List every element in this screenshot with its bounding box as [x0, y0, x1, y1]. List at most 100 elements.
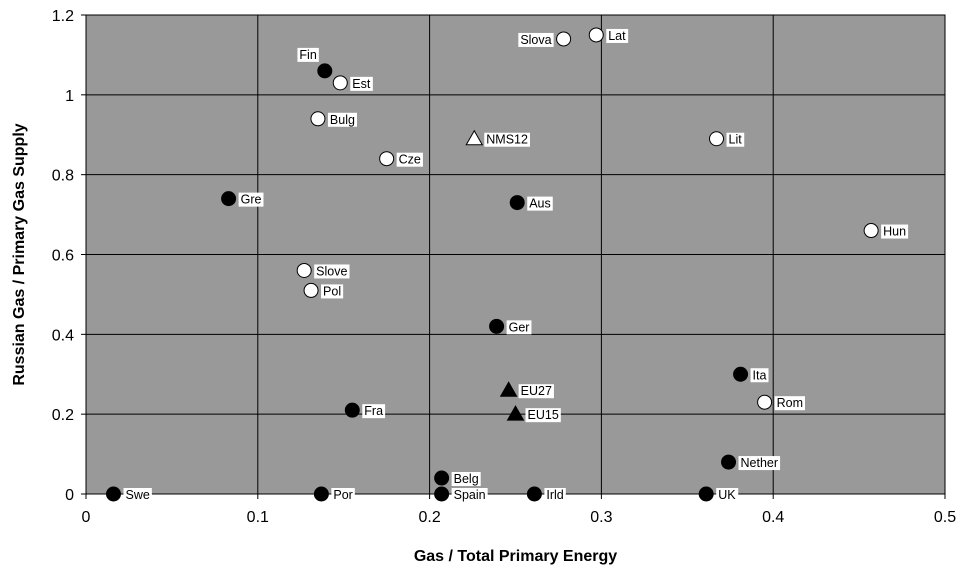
point-label: NMS12 — [486, 133, 528, 147]
point-marker — [506, 405, 525, 421]
point-marker — [698, 486, 714, 502]
point-label-background — [362, 404, 386, 419]
y-tick-label: 0 — [65, 487, 74, 504]
y-tick-label: 0.8 — [52, 168, 74, 185]
point-label-background — [506, 320, 532, 335]
point-marker — [526, 486, 542, 502]
point-marker — [757, 394, 773, 410]
point-label: Ger — [509, 320, 530, 334]
point-marker — [310, 111, 326, 127]
point-label: Rom — [777, 396, 803, 410]
point-label: Swe — [125, 488, 149, 502]
data-point-swe: Swe — [105, 486, 152, 502]
data-point-eu27: EU27 — [499, 381, 554, 399]
data-point-gre: Gre — [221, 191, 264, 207]
point-label: Aus — [529, 197, 551, 211]
y-tick-label: 1.2 — [52, 8, 74, 25]
point-marker — [721, 454, 737, 470]
point-marker — [296, 262, 312, 278]
y-tick-label: 0.4 — [52, 327, 74, 344]
point-label: Belg — [454, 472, 479, 486]
point-marker — [303, 282, 319, 298]
point-label: Lit — [729, 133, 743, 147]
data-point-nms12: NMS12 — [465, 129, 530, 147]
x-tick-label: 0.1 — [247, 509, 269, 526]
point-marker — [434, 470, 450, 486]
y-axis-title: Russian Gas / Primary Gas Supply — [11, 123, 28, 385]
point-label: Irld — [546, 488, 563, 502]
data-points: Fin Est Bulg Cze Gre Slove Pol Fra Swe Por Slova La… — [105, 27, 909, 502]
point-label: UK — [718, 488, 736, 502]
point-label: Slova — [520, 33, 551, 47]
point-label-background — [327, 112, 357, 127]
point-label-background — [774, 396, 806, 411]
point-marker — [317, 63, 333, 79]
point-label-background — [314, 264, 350, 279]
point-label-background — [750, 368, 769, 383]
point-label: EU15 — [528, 408, 559, 422]
data-point-belg: Belg — [434, 470, 481, 487]
y-tick-label: 0.6 — [52, 248, 74, 265]
point-label-background — [350, 76, 373, 91]
point-label-background — [484, 132, 530, 147]
data-point-slove: Slove — [296, 262, 350, 279]
x-tick-label: 0.5 — [934, 509, 956, 526]
data-point-rom: Rom — [757, 394, 806, 411]
point-label: Lat — [608, 29, 626, 43]
point-marker — [379, 151, 395, 167]
point-label: Gre — [241, 193, 262, 207]
data-point-ger: Ger — [489, 318, 532, 335]
point-marker — [556, 31, 572, 47]
point-marker — [588, 27, 604, 43]
point-label-background — [331, 488, 355, 502]
data-point-aus: Aus — [509, 195, 553, 211]
point-marker — [499, 381, 518, 397]
point-marker — [434, 486, 450, 502]
y-tick-label: 1 — [65, 88, 74, 105]
point-label-background — [606, 28, 629, 43]
point-label-background — [527, 196, 553, 211]
data-point-slova: Slova — [518, 31, 572, 47]
point-label: Spain — [454, 488, 486, 502]
x-axis-title: Gas / Total Primary Energy — [414, 548, 617, 565]
data-point-lat: Lat — [588, 27, 629, 43]
data-point-por: Por — [313, 486, 355, 502]
point-label: Bulg — [330, 113, 355, 127]
data-point-fra: Fra — [344, 402, 386, 419]
data-point-lit: Lit — [709, 131, 745, 147]
data-point-hun: Hun — [863, 223, 909, 239]
x-tick-label: 0.3 — [590, 509, 612, 526]
axis-ticks: 0 0.1 0.2 0.3 0.4 0.5 0 0.2 0.4 0.6 0.8 1 1.2 — [52, 8, 956, 526]
point-label-background — [451, 472, 481, 487]
point-marker — [509, 195, 525, 211]
point-marker — [344, 402, 360, 418]
point-label-background — [297, 47, 319, 62]
data-point-ita: Ita — [733, 366, 769, 383]
data-point-irld: Irld — [526, 486, 566, 502]
data-point-est: Est — [332, 75, 373, 91]
point-label: Ita — [753, 368, 767, 382]
point-label: Est — [352, 77, 371, 91]
data-point-eu15: EU15 — [506, 405, 561, 423]
point-marker — [221, 191, 237, 207]
point-label-background — [518, 384, 554, 399]
data-point-cze: Cze — [379, 151, 423, 167]
point-marker — [105, 486, 121, 502]
point-label: Slove — [316, 264, 347, 278]
data-point-uk: UK — [698, 486, 739, 502]
point-label-background — [123, 488, 152, 502]
point-label-background — [451, 488, 488, 502]
point-label-background — [238, 192, 264, 207]
point-label-background — [544, 488, 566, 502]
data-point-fin: Fin — [297, 47, 333, 79]
point-label-background — [716, 488, 739, 502]
x-tick-label: 0.2 — [418, 509, 440, 526]
point-label-background — [396, 152, 423, 167]
point-label: EU27 — [521, 384, 552, 398]
y-tick-label: 0.2 — [52, 407, 74, 424]
point-marker — [733, 366, 749, 382]
point-label: Hun — [883, 225, 906, 239]
point-label: Fin — [299, 48, 316, 62]
point-label-background — [518, 32, 554, 47]
